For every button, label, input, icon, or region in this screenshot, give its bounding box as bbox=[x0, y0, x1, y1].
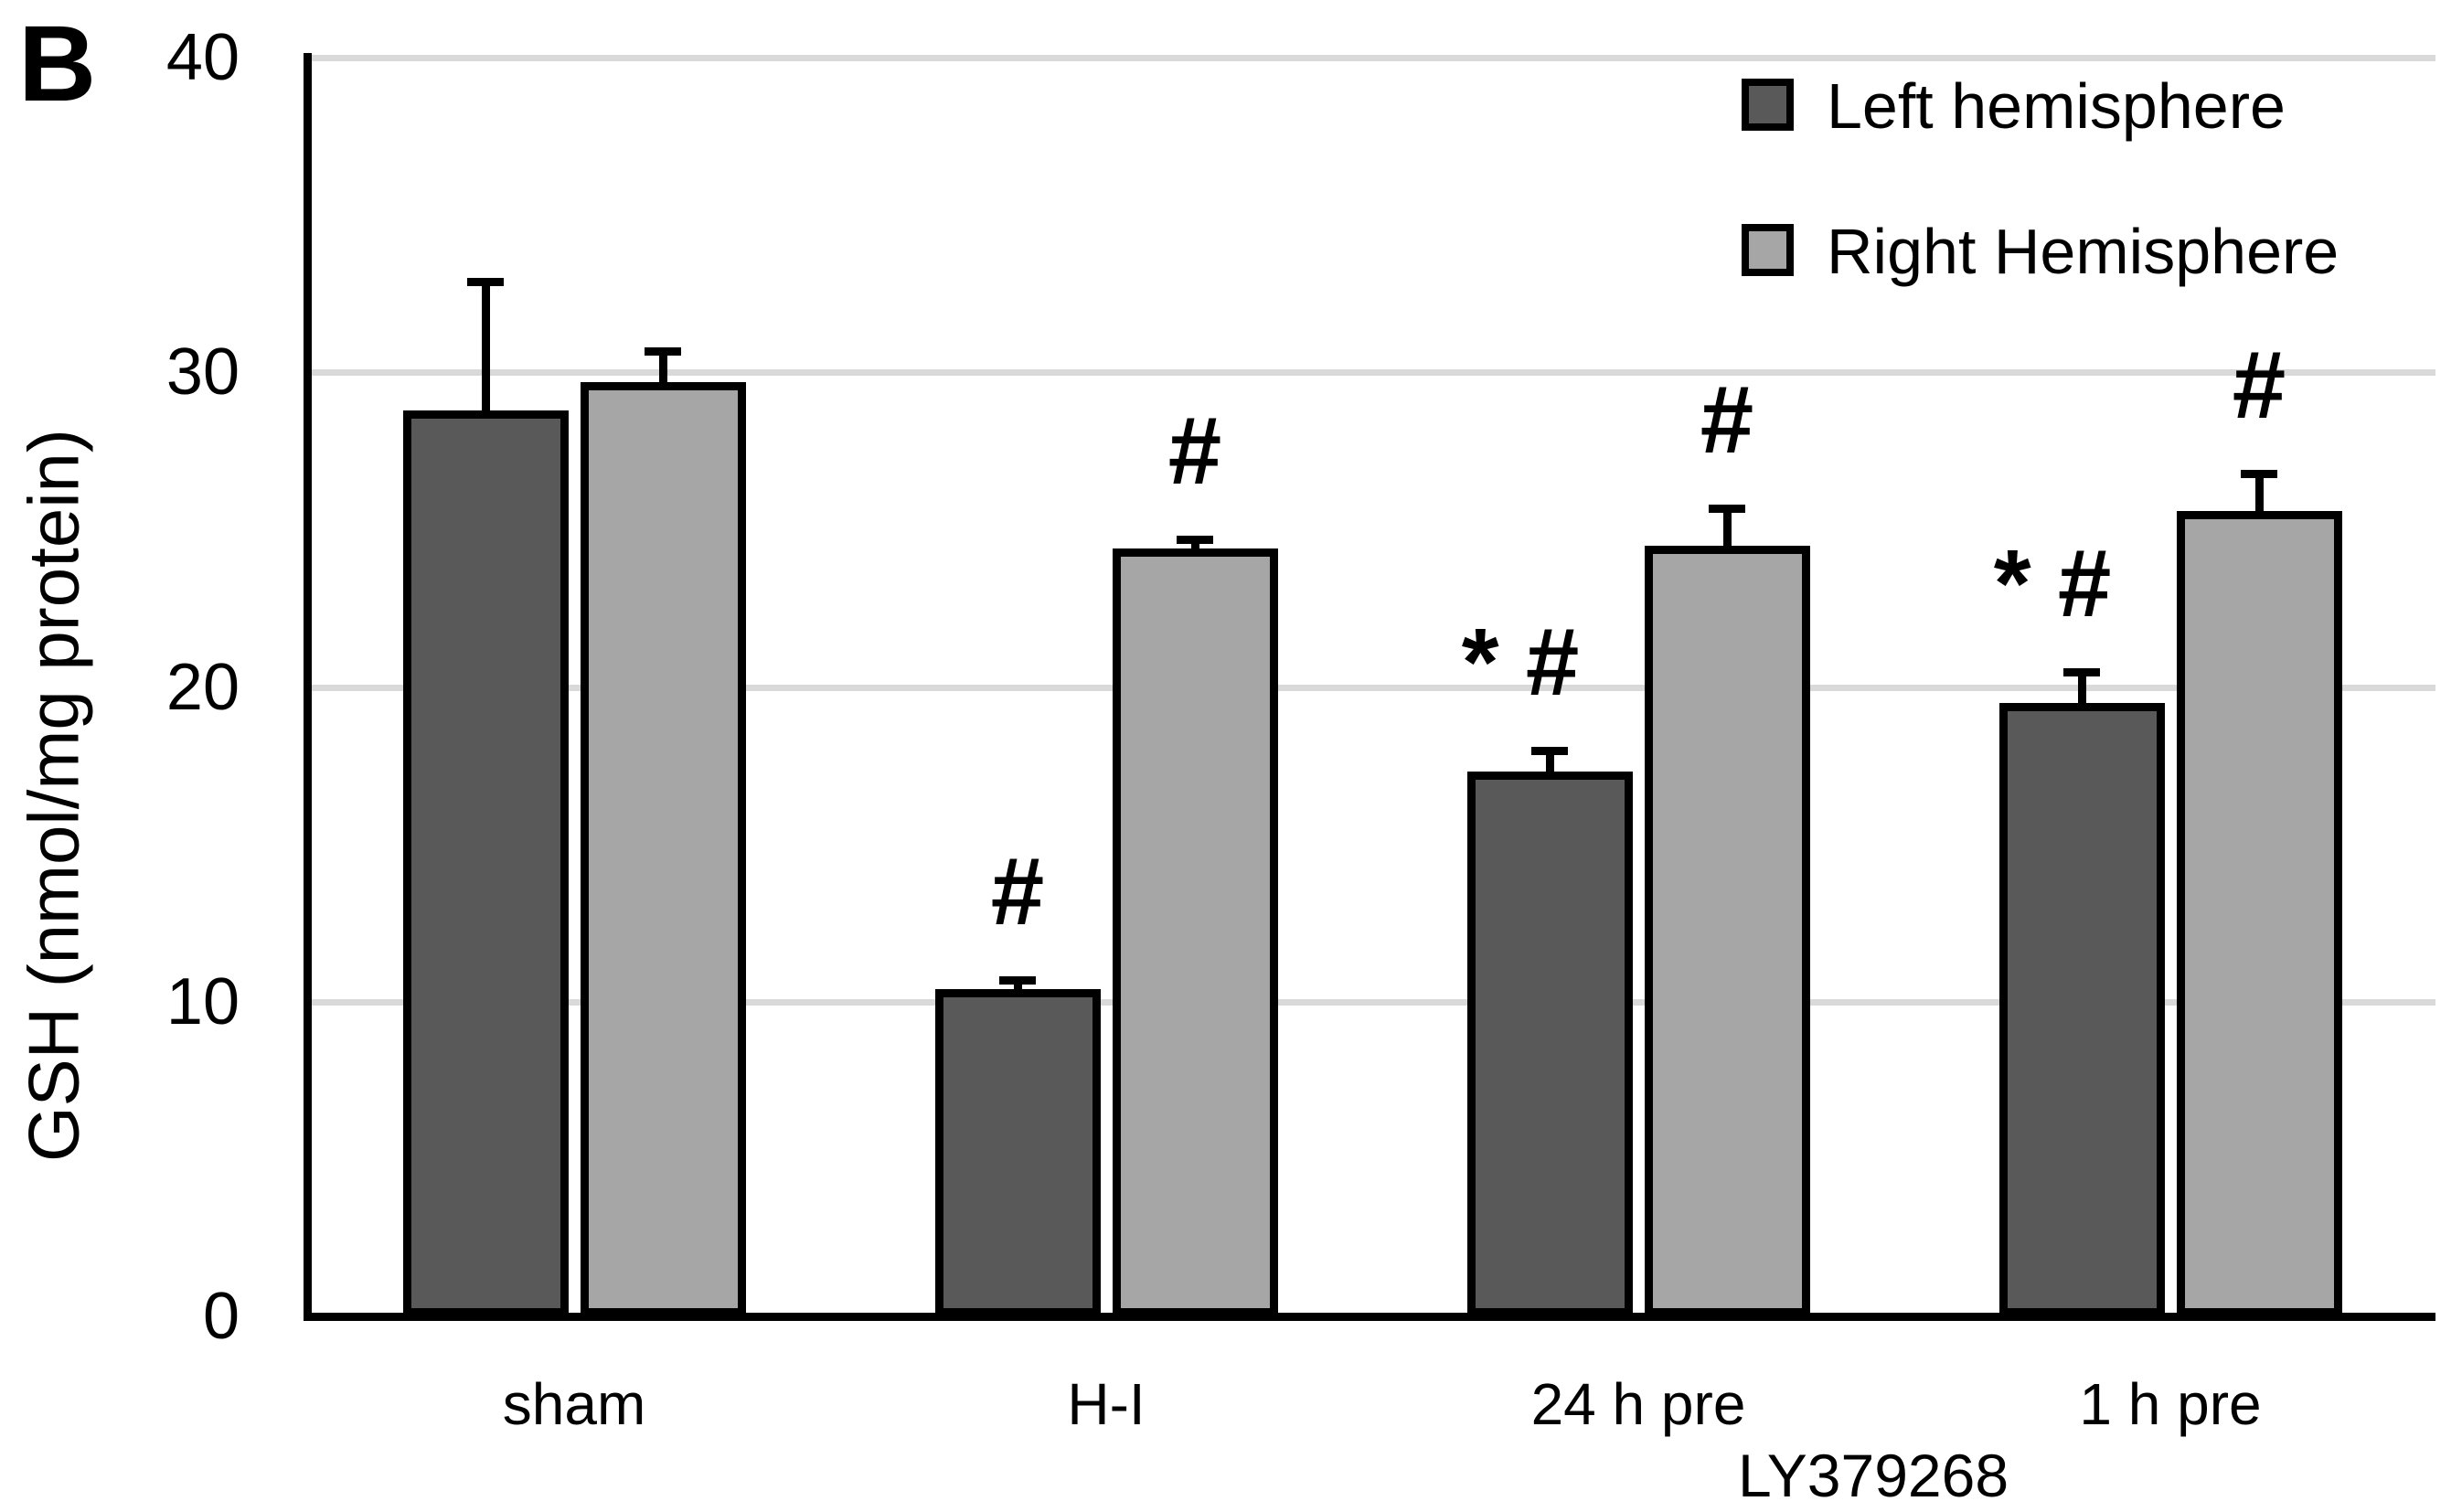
y-axis-line bbox=[304, 53, 312, 1321]
bar-left-H-I bbox=[934, 988, 1101, 1316]
error-bar-line bbox=[658, 346, 667, 386]
error-bar-line bbox=[481, 277, 490, 414]
x-category-label-sham: sham bbox=[502, 1371, 646, 1437]
x-axis-line bbox=[304, 1313, 2435, 1321]
x-axis-group-label: LY379268 bbox=[1737, 1442, 2009, 1509]
error-bar-line bbox=[1722, 504, 1732, 549]
gridline-40 bbox=[307, 55, 2435, 61]
error-bar-line bbox=[2077, 667, 2086, 707]
x-category-label-24-h-pre: 24 h pre bbox=[1530, 1371, 1746, 1437]
error-bar-cap bbox=[2063, 667, 2100, 676]
error-bar-cap bbox=[1709, 504, 1745, 513]
error-bar-cap bbox=[645, 346, 681, 356]
legend-label-left-hemisphere: Left hemisphere bbox=[1827, 70, 2286, 142]
legend-marker-left-hemisphere bbox=[1742, 79, 1794, 131]
y-axis-title: GSH (nmol/mg protein) bbox=[13, 429, 94, 1162]
panel-label: B bbox=[18, 4, 97, 124]
error-bar-cap bbox=[467, 277, 504, 286]
significance-annotation: * # bbox=[1461, 608, 1580, 716]
error-bar-cap bbox=[1531, 746, 1568, 755]
bar-left-1-h-pre bbox=[1998, 702, 2165, 1316]
y-tick-label-10: 10 bbox=[165, 964, 240, 1038]
y-tick-label-20: 20 bbox=[165, 650, 240, 724]
gridline-30 bbox=[307, 369, 2435, 377]
significance-annotation: # bbox=[1700, 366, 1754, 474]
error-bar-cap bbox=[2241, 469, 2277, 478]
error-bar-line bbox=[1545, 746, 1554, 776]
x-category-label-H-I: H-I bbox=[1067, 1371, 1146, 1437]
y-tick-label-0: 0 bbox=[202, 1280, 240, 1353]
legend-label-right-hemisphere: Right Hemisphere bbox=[1827, 216, 2339, 287]
y-tick-label-40: 40 bbox=[165, 21, 240, 94]
legend-marker-right-hemisphere bbox=[1742, 224, 1794, 276]
y-tick-label-30: 30 bbox=[165, 335, 240, 410]
bar-right-sham bbox=[580, 381, 746, 1316]
significance-annotation: # bbox=[990, 838, 1045, 946]
bar-right-1-h-pre bbox=[2176, 510, 2342, 1316]
error-bar-line bbox=[2254, 469, 2264, 515]
bar-right-24-h-pre bbox=[1644, 545, 1810, 1316]
significance-annotation: # bbox=[2232, 331, 2286, 439]
x-category-label-1-h-pre: 1 h pre bbox=[2079, 1371, 2262, 1437]
significance-annotation: * # bbox=[1993, 529, 2112, 637]
error-bar-cap bbox=[999, 976, 1036, 985]
bar-left-24-h-pre bbox=[1466, 772, 1633, 1316]
gridline-20 bbox=[307, 684, 2435, 691]
bar-left-sham bbox=[402, 410, 569, 1316]
significance-annotation: # bbox=[1167, 398, 1222, 506]
bar-right-H-I bbox=[1112, 548, 1278, 1316]
error-bar-cap bbox=[1177, 536, 1213, 545]
gridline-10 bbox=[307, 998, 2435, 1006]
